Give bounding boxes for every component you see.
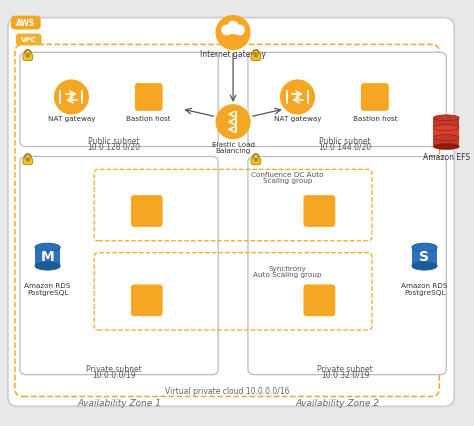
- FancyBboxPatch shape: [248, 157, 447, 375]
- Text: S: S: [419, 249, 429, 263]
- Text: Confluence DC Auto: Confluence DC Auto: [251, 172, 324, 178]
- Text: Synchrony: Synchrony: [269, 265, 307, 271]
- Text: 10.0.144.0/20: 10.0.144.0/20: [319, 142, 372, 151]
- FancyBboxPatch shape: [361, 84, 389, 112]
- Ellipse shape: [412, 262, 437, 271]
- Bar: [412, 248, 437, 266]
- FancyBboxPatch shape: [131, 196, 163, 227]
- Circle shape: [216, 17, 250, 50]
- FancyBboxPatch shape: [23, 55, 33, 61]
- Text: PostgreSQL: PostgreSQL: [27, 290, 68, 296]
- FancyBboxPatch shape: [251, 158, 261, 165]
- Text: Bastion host: Bastion host: [127, 115, 171, 121]
- FancyBboxPatch shape: [248, 53, 447, 147]
- Circle shape: [216, 106, 250, 139]
- FancyBboxPatch shape: [135, 84, 163, 112]
- FancyBboxPatch shape: [303, 196, 335, 227]
- Ellipse shape: [35, 262, 60, 271]
- Text: Amazon RDS: Amazon RDS: [24, 283, 71, 289]
- Text: 10.0.0.0/19: 10.0.0.0/19: [92, 370, 136, 379]
- Text: Balancing: Balancing: [215, 147, 251, 153]
- Circle shape: [55, 81, 88, 115]
- FancyBboxPatch shape: [16, 35, 42, 46]
- Ellipse shape: [35, 244, 60, 252]
- Ellipse shape: [433, 115, 459, 121]
- Text: Auto Scaling group: Auto Scaling group: [253, 272, 322, 278]
- Text: Internet gateway: Internet gateway: [200, 50, 266, 59]
- Ellipse shape: [433, 135, 459, 141]
- Text: Virtual private cloud 10.0.0.0/16: Virtual private cloud 10.0.0.0/16: [165, 386, 289, 395]
- FancyBboxPatch shape: [20, 157, 218, 375]
- Text: 10.0.32.0/19: 10.0.32.0/19: [321, 370, 369, 379]
- Bar: [433, 128, 459, 137]
- Ellipse shape: [412, 244, 437, 252]
- FancyBboxPatch shape: [8, 19, 454, 406]
- Text: NAT gateway: NAT gateway: [48, 115, 95, 121]
- Circle shape: [281, 81, 314, 115]
- Text: Availability Zone 2: Availability Zone 2: [295, 398, 379, 407]
- FancyBboxPatch shape: [131, 285, 163, 317]
- Text: Bastion host: Bastion host: [353, 115, 397, 121]
- Text: PostgreSQL: PostgreSQL: [404, 290, 445, 296]
- Ellipse shape: [433, 125, 459, 131]
- Ellipse shape: [433, 144, 459, 150]
- Text: Public subnet: Public subnet: [319, 136, 371, 145]
- FancyBboxPatch shape: [20, 53, 218, 147]
- Circle shape: [255, 159, 257, 161]
- FancyBboxPatch shape: [251, 55, 261, 61]
- Text: Amazon RDS: Amazon RDS: [401, 283, 448, 289]
- Text: Public subnet: Public subnet: [88, 136, 140, 145]
- FancyBboxPatch shape: [303, 285, 335, 317]
- Bar: [433, 138, 459, 147]
- Circle shape: [228, 22, 238, 32]
- Circle shape: [235, 26, 244, 36]
- Text: Amazon EFS: Amazon EFS: [423, 153, 470, 161]
- Text: Private subnet: Private subnet: [317, 364, 373, 373]
- Circle shape: [255, 55, 257, 58]
- Text: Private subnet: Private subnet: [86, 364, 142, 373]
- Text: NAT gateway: NAT gateway: [274, 115, 321, 121]
- Text: M: M: [41, 249, 55, 263]
- Text: Availability Zone 1: Availability Zone 1: [77, 398, 161, 407]
- Circle shape: [27, 159, 29, 161]
- Text: VPC: VPC: [21, 37, 36, 43]
- FancyBboxPatch shape: [222, 27, 244, 35]
- Bar: [433, 118, 459, 127]
- Text: AWS: AWS: [16, 19, 36, 28]
- Bar: [35, 248, 60, 266]
- Text: Elastic Load: Elastic Load: [211, 141, 255, 147]
- FancyBboxPatch shape: [23, 158, 33, 165]
- FancyBboxPatch shape: [11, 17, 41, 30]
- Circle shape: [222, 26, 231, 36]
- Text: Scaling group: Scaling group: [263, 178, 312, 184]
- Circle shape: [27, 55, 29, 58]
- Text: 10.0.128.0/20: 10.0.128.0/20: [88, 142, 141, 151]
